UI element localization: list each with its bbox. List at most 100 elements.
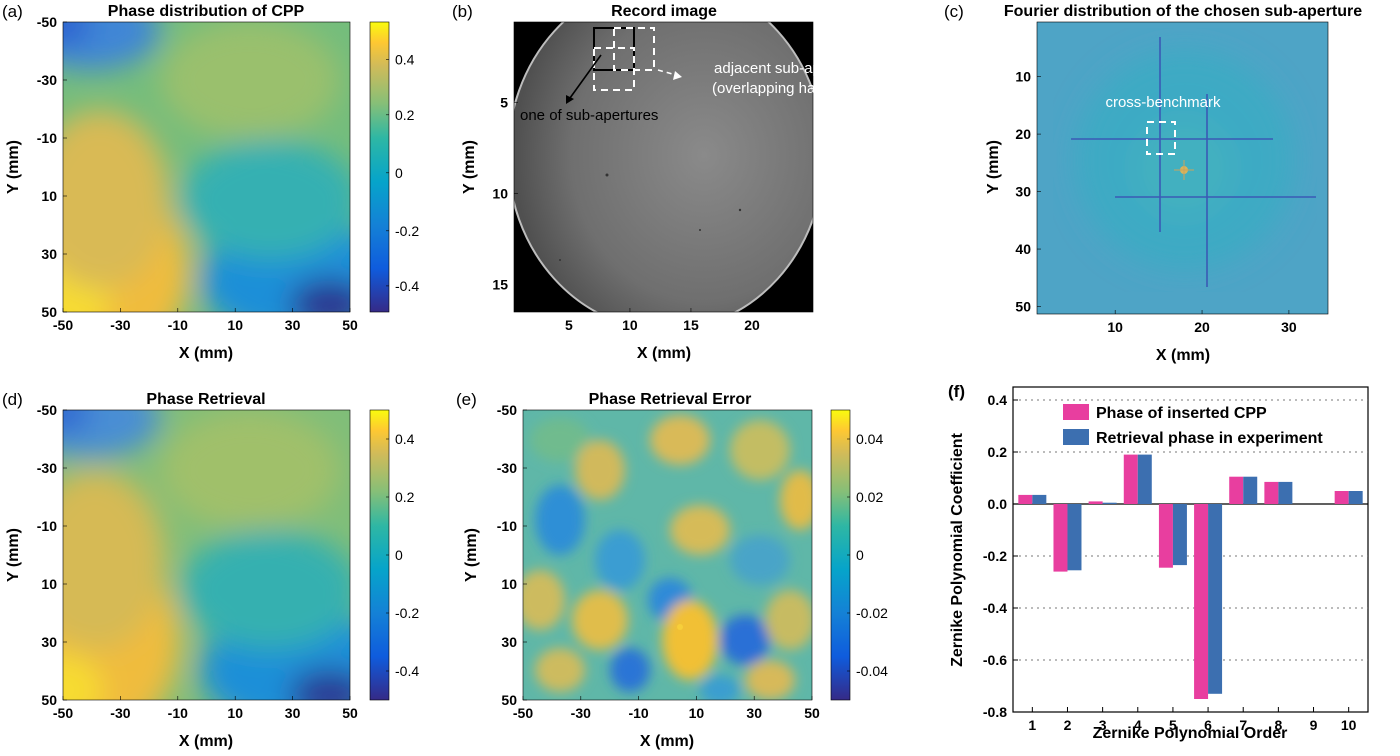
panel-a-xtick: 50	[342, 317, 358, 333]
bar-2-order-4	[1137, 454, 1152, 504]
panel-c-ytick: 10	[1015, 69, 1031, 85]
panel-label-d: (d)	[2, 390, 23, 409]
panel-c-ytick: 20	[1015, 126, 1031, 142]
panel-e-ytick: -50	[497, 402, 517, 418]
panel-f-xtick: 3	[1099, 717, 1107, 733]
panel-c-xlabel: X (mm)	[1156, 347, 1210, 364]
panel-d-ytick: 10	[41, 576, 57, 592]
panel-a-ytick: 30	[41, 246, 57, 262]
panel-d-colorbar-tick: 0	[395, 547, 403, 563]
legend-swatch-1	[1063, 404, 1089, 420]
panel-d-xlabel: X (mm)	[179, 733, 233, 750]
panel-f-xtick: 4	[1134, 717, 1142, 733]
panel-d-ytick: 50	[41, 692, 57, 708]
bar-1-order-10	[1334, 491, 1349, 504]
panel-b-xtick: 15	[683, 317, 699, 333]
annotation-adjacent-line1: adjacent sub-aperture	[714, 60, 860, 77]
bar-2-order-7	[1243, 476, 1258, 504]
panel-e-xtick: -30	[571, 705, 591, 721]
panel-c-ytick: 30	[1015, 184, 1031, 200]
panel-a-ytick: 10	[41, 188, 57, 204]
panel-f-xtick: 2	[1064, 717, 1072, 733]
panel-a-colorbar-tick: -0.4	[395, 278, 419, 294]
bar-1-order-5	[1158, 504, 1173, 568]
panel-label-c: (c)	[944, 2, 964, 21]
panel-e-ytick: 50	[501, 692, 517, 708]
panel-d-heatmap	[63, 410, 350, 700]
panel-e-xtick: 30	[746, 705, 762, 721]
bar-1-order-1	[1018, 494, 1033, 504]
panel-b-xtick: 5	[565, 317, 573, 333]
panel-a-ylabel: Y (mm)	[5, 140, 22, 194]
panel-b-xtick: 10	[622, 317, 638, 333]
panel-f-xtick: 9	[1310, 717, 1318, 733]
panel-b: (b) Record image one of sub-apertures ad…	[452, 2, 862, 362]
panel-c-ytick: 40	[1015, 241, 1031, 257]
panel-a-title: Phase distribution of CPP	[108, 3, 305, 20]
bar-2-order-5	[1172, 504, 1187, 566]
panel-c-xtick: 10	[1107, 319, 1123, 335]
panel-e-colorbar-tick: 0.02	[856, 489, 883, 505]
bar-1-order-4	[1123, 454, 1138, 504]
bar-1-order-7	[1229, 476, 1244, 504]
bar-1-order-8	[1264, 481, 1279, 504]
panel-a-xtick: 30	[285, 317, 301, 333]
annotation-cross-benchmark: cross-benchmark	[1105, 94, 1221, 111]
panel-f-ytick: 0.2	[988, 444, 1008, 460]
panel-d-colorbar-tick: 0.2	[395, 489, 415, 505]
panel-f-ytick: 0.4	[988, 392, 1008, 408]
panel-d-ylabel: Y (mm)	[5, 528, 22, 582]
bar-2-order-10	[1348, 491, 1363, 504]
panel-e-colorbar-tick: 0.04	[856, 431, 883, 447]
panel-e-ytick: 30	[501, 634, 517, 650]
panel-a-colorbar-tick: 0.2	[395, 107, 415, 123]
panel-f-ytick: -0.2	[983, 548, 1007, 564]
panel-f-legend: Phase of inserted CPP Retrieval phase in…	[1063, 404, 1323, 447]
bar-2-order-3	[1102, 502, 1117, 504]
panel-e-xtick: 10	[689, 705, 705, 721]
panel-d: (d) Phase Retrieval -50 -30 -10 10 30 50-50-3…	[2, 390, 419, 750]
panel-f-ytick: 0.0	[988, 496, 1008, 512]
panel-a-colorbar-tick: 0	[395, 165, 403, 181]
panel-b-title: Record image	[611, 3, 717, 20]
panel-b-ylabel: Y (mm)	[461, 140, 478, 194]
panel-d-colorbar-tick: 0.4	[395, 431, 415, 447]
panel-e-ylabel: Y (mm)	[463, 528, 480, 582]
panel-f-plot-frame	[1012, 386, 1369, 713]
panel-e-xtick: 50	[804, 705, 820, 721]
panel-f-ylabel: Zernike Polynomial Coefficient	[949, 432, 966, 667]
panel-c-ylabel: Y (mm)	[985, 140, 1002, 194]
panel-d-ytick: 30	[41, 634, 57, 650]
bar-2-order-1	[1032, 494, 1047, 504]
panel-f-xtick: 7	[1239, 717, 1247, 733]
panel-d-xtick: -50	[53, 705, 73, 721]
annotation-one-sub-aperture: one of sub-apertures	[520, 107, 658, 124]
panel-e-colorbar-tick: 0	[856, 547, 864, 563]
panel-d-ytick: -30	[37, 460, 57, 476]
panel-d-ytick: -50	[37, 402, 57, 418]
panel-a-colorbar-tick: -0.2	[395, 223, 419, 239]
panel-d-xtick: 10	[227, 705, 243, 721]
panel-a-xtick: 10	[227, 317, 243, 333]
adjacent-sub-aperture-box-below	[593, 47, 635, 91]
panel-a: (a) Phase distribution of CPP -50 -30 -10 1…	[2, 2, 419, 362]
panel-a-xtick: -10	[168, 317, 188, 333]
panel-a-ytick: -30	[37, 72, 57, 88]
panel-a-colorbar-tick: 0.4	[395, 52, 415, 68]
panel-d-xtick: -10	[168, 705, 188, 721]
panel-d-title: Phase Retrieval	[146, 391, 265, 408]
panel-d-ytick: -10	[37, 518, 57, 534]
bar-2-order-2	[1067, 504, 1082, 571]
panel-b-image	[514, 22, 813, 312]
panel-d-colorbar-tick: -0.4	[395, 663, 419, 679]
panel-c-title: Fourier distribution of the chosen sub-a…	[1004, 3, 1362, 20]
panel-e-title: Phase Retrieval Error	[589, 391, 752, 408]
panel-b-ytick: 5	[500, 94, 508, 110]
panel-f-ytick: -0.6	[983, 652, 1007, 668]
bar-2-order-6	[1208, 504, 1223, 694]
panel-b-ytick: 10	[492, 185, 508, 201]
panel-e-heatmap	[523, 410, 812, 700]
panel-b-xlabel: X (mm)	[637, 345, 691, 362]
panel-c-image	[1037, 22, 1328, 314]
